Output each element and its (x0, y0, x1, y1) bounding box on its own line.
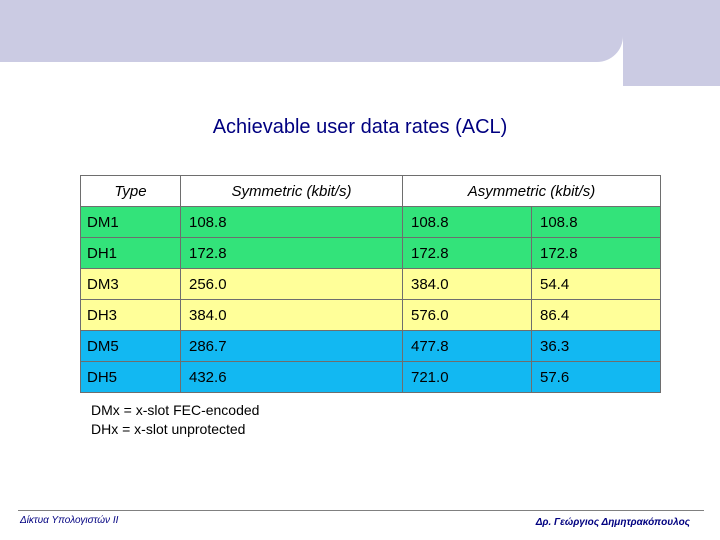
row-asymmetric-b: 57.6 (531, 361, 661, 393)
header-banner (0, 0, 623, 62)
legend-notes: DMx = x-slot FEC-encoded DHx = x-slot un… (91, 401, 259, 439)
row-asymmetric-b: 54.4 (531, 268, 661, 300)
header-symmetric: Symmetric (kbit/s) (180, 175, 403, 207)
footer-author: Δρ. Γεώργιος Δημητρακόπουλος (535, 517, 690, 528)
row-symmetric: 384.0 (180, 299, 403, 331)
header-corner-block (623, 0, 720, 86)
row-asymmetric-a: 721.0 (402, 361, 532, 393)
header-asymmetric: Asymmetric (kbit/s) (402, 175, 661, 207)
table-row: DH5 432.6 721.0 57.6 (80, 361, 661, 393)
table-row: DM5 286.7 477.8 36.3 (80, 330, 661, 362)
row-asymmetric-a: 108.8 (402, 206, 532, 238)
row-asymmetric-a: 576.0 (402, 299, 532, 331)
data-rates-table: Type Symmetric (kbit/s) Asymmetric (kbit… (80, 175, 661, 393)
row-type: DH5 (80, 361, 181, 393)
footer-divider (18, 510, 704, 511)
row-symmetric: 172.8 (180, 237, 403, 269)
row-type: DM3 (80, 268, 181, 300)
row-type: DM1 (80, 206, 181, 238)
table-row: DH3 384.0 576.0 86.4 (80, 299, 661, 331)
table-row: DM3 256.0 384.0 54.4 (80, 268, 661, 300)
row-asymmetric-a: 384.0 (402, 268, 532, 300)
footer-course: Δίκτυα Υπολογιστών ΙΙ (20, 515, 119, 526)
row-asymmetric-a: 172.8 (402, 237, 532, 269)
slide-title: Achievable user data rates (ACL) (212, 116, 508, 138)
row-asymmetric-b: 86.4 (531, 299, 661, 331)
row-symmetric: 432.6 (180, 361, 403, 393)
header-type: Type (80, 175, 181, 207)
row-type: DM5 (80, 330, 181, 362)
table-header-row: Type Symmetric (kbit/s) Asymmetric (kbit… (80, 175, 661, 207)
row-type: DH3 (80, 299, 181, 331)
row-symmetric: 256.0 (180, 268, 403, 300)
row-asymmetric-b: 108.8 (531, 206, 661, 238)
row-asymmetric-b: 36.3 (531, 330, 661, 362)
note-dm: DMx = x-slot FEC-encoded (91, 402, 260, 418)
row-symmetric: 286.7 (180, 330, 403, 362)
row-asymmetric-b: 172.8 (531, 237, 661, 269)
table-row: DH1 172.8 172.8 172.8 (80, 237, 661, 269)
row-symmetric: 108.8 (180, 206, 403, 238)
row-asymmetric-a: 477.8 (402, 330, 532, 362)
row-type: DH1 (80, 237, 181, 269)
note-dh: DHx = x-slot unprotected (91, 421, 246, 437)
table-row: DM1 108.8 108.8 108.8 (80, 206, 661, 238)
